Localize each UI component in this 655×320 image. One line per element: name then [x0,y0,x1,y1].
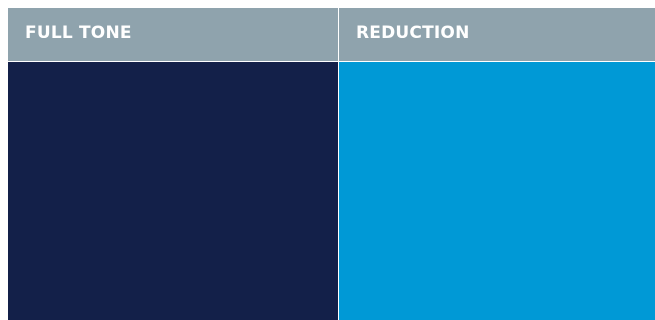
header-full-tone: FULL TONE [8,8,338,61]
header-label-reduction: REDUCTION [356,22,470,43]
swatch-reduction [339,62,655,320]
header-reduction: REDUCTION [339,8,655,61]
color-swatch-table: FULL TONE REDUCTION [8,8,655,320]
column-divider [338,8,339,61]
column-divider [338,62,339,320]
header-label-full-tone: FULL TONE [25,22,132,43]
swatch-full-tone [8,62,338,320]
header-divider [8,61,655,62]
